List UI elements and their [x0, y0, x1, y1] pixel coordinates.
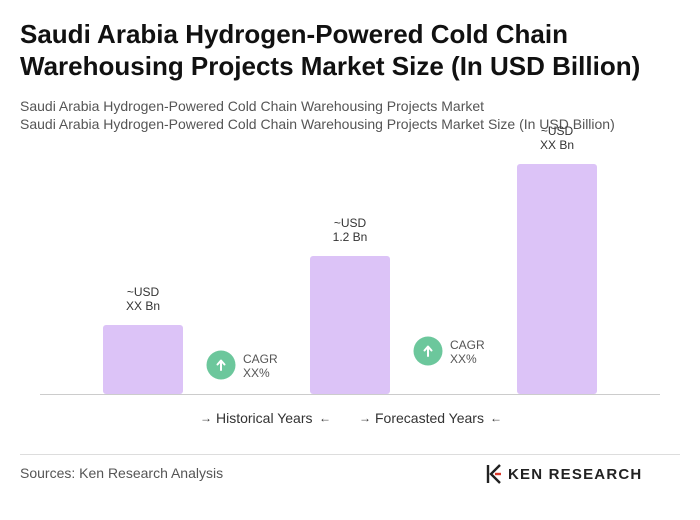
- bar-1-label-line1: ~USD: [127, 285, 160, 299]
- legend-1-label: Historical Years: [216, 410, 313, 426]
- legend-2-label: Forecasted Years: [375, 410, 484, 426]
- bar-3-label-line1: ~USD: [541, 124, 574, 138]
- bar-3: [517, 164, 597, 394]
- chart-subtitle-secondary: Saudi Arabia Hydrogen-Powered Cold Chain…: [20, 116, 615, 132]
- ken-research-logo-text: KEN RESEARCH: [508, 465, 643, 483]
- bar-2: [310, 256, 390, 394]
- bar-1-label-line2: XX Bn: [126, 299, 160, 313]
- ken-research-logo: KEN RESEARCH: [486, 463, 642, 485]
- bar-1: [103, 325, 183, 394]
- legend-2-arrow-left-icon: ←: [490, 411, 502, 425]
- bar-2-label-line2: 1.2 Bn: [333, 230, 368, 244]
- ken-research-logo-icon: [486, 464, 501, 484]
- cagr-2-arrow-up-icon: [423, 345, 433, 357]
- cagr-2-label-line1: CAGR: [450, 338, 485, 352]
- page-title: Saudi Arabia Hydrogen-Powered Cold Chain…: [20, 19, 641, 81]
- bar-3-label-line2: XX Bn: [540, 138, 574, 152]
- cagr-1-label-line2: XX%: [243, 366, 270, 380]
- legend-1-arrow-left-icon: ←: [319, 411, 331, 425]
- cagr-1-label-line1: CAGR: [243, 352, 278, 366]
- cagr-1-arrow-up-icon: [216, 359, 226, 371]
- legend-1-arrow-right-icon: →: [200, 411, 212, 425]
- footer-divider: [20, 454, 680, 455]
- legend-2-arrow-right-icon: →: [359, 411, 371, 425]
- chart-subtitle: Saudi Arabia Hydrogen-Powered Cold Chain…: [20, 98, 485, 114]
- sources-note: Sources: Ken Research Analysis: [20, 465, 224, 481]
- bar-2-label-line1: ~USD: [334, 216, 367, 230]
- cagr-2-label-line2: XX%: [450, 352, 477, 366]
